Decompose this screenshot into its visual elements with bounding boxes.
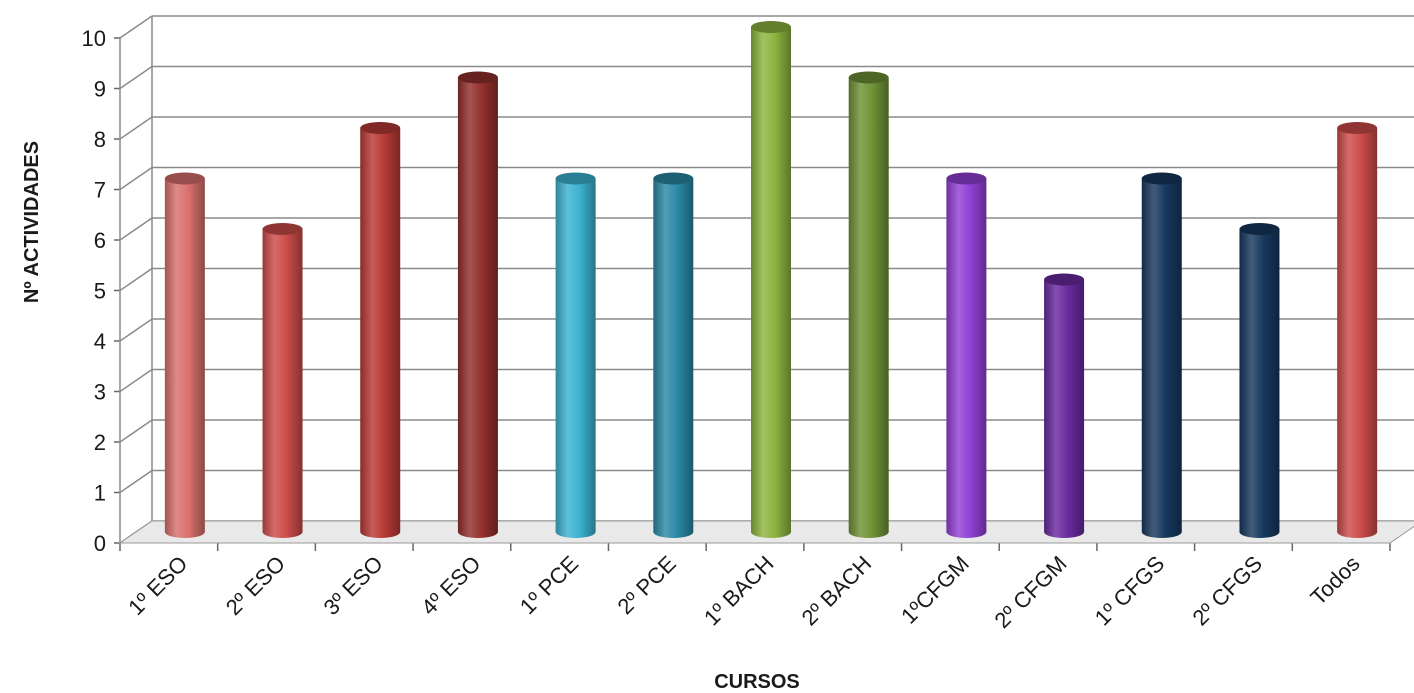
bar-12 — [1239, 223, 1280, 538]
gridline-wall — [119, 15, 153, 39]
bar-6 — [653, 172, 694, 538]
y-tick-label: 1 — [94, 481, 106, 506]
bar-body — [848, 77, 889, 538]
bar-body — [946, 178, 987, 538]
x-tick-label: 2º ESO — [221, 551, 290, 620]
gridline-wall — [119, 65, 153, 90]
bar-3 — [360, 122, 401, 538]
x-tick-label: 1º CFGS — [1090, 551, 1170, 631]
bar-top — [1337, 122, 1378, 134]
bar-body — [653, 178, 694, 538]
bar-top — [1141, 172, 1182, 185]
bar-body — [262, 229, 303, 538]
x-tick-label: Todos — [1305, 551, 1364, 610]
bar-top — [848, 71, 889, 84]
y-tick-label: 7 — [94, 178, 106, 203]
y-tick-label: 2 — [94, 430, 106, 455]
bar-body — [1141, 178, 1182, 538]
bar-top — [653, 172, 694, 185]
x-tick-label: 2º CFGS — [1187, 551, 1267, 631]
x-tick-label: 1º PCE — [515, 551, 583, 619]
bar-body — [457, 77, 498, 538]
x-axis-tick-labels: 1º ESO 2º ESO 3º ESO 4º ESO 1º PCE 2º PCE 1º B… — [123, 551, 1364, 633]
bar-body — [1044, 279, 1085, 538]
y-tick-label: 6 — [94, 228, 106, 253]
bar-13 — [1337, 122, 1378, 538]
x-axis-title: CURSOS — [714, 671, 800, 693]
gridline-wall — [119, 217, 153, 241]
y-tick-label: 4 — [94, 329, 106, 354]
gridline-wall — [119, 318, 153, 342]
bar-2 — [262, 223, 303, 538]
bar-body — [360, 128, 401, 538]
bar-top — [1044, 273, 1085, 286]
bar-5 — [555, 172, 596, 538]
gridline-wall — [119, 267, 153, 292]
bar-9 — [946, 172, 987, 538]
y-tick-label: 10 — [82, 26, 106, 51]
x-tick-label: 3º ESO — [319, 551, 388, 620]
x-tick-label: 1º ESO — [123, 551, 192, 620]
bar-body — [1337, 128, 1378, 538]
gridline-wall — [119, 116, 153, 140]
bar-top — [946, 172, 987, 185]
bar-top — [457, 71, 498, 84]
bar-1 — [164, 172, 205, 538]
gridline-wall — [119, 419, 153, 443]
x-tick-label: 4º ESO — [416, 551, 485, 620]
gridline-wall — [119, 368, 153, 393]
bar-top — [555, 172, 596, 185]
bar-top — [751, 21, 791, 33]
bar-8 — [848, 71, 889, 538]
bar-body — [555, 178, 596, 538]
bar-body — [164, 178, 205, 538]
bar-body — [1239, 229, 1280, 538]
x-tick-label: 2º CFGM — [989, 551, 1071, 633]
x-tick-label: 2º BACH — [797, 551, 877, 631]
gridline-wall — [119, 166, 153, 191]
y-axis-title: Nº ACTIVIDADES — [21, 141, 43, 303]
bar-top — [1239, 223, 1280, 235]
y-tick-label: 0 — [94, 531, 106, 556]
bar-7 — [751, 21, 791, 538]
gridline-wall — [119, 469, 153, 494]
x-tick-label: 2º PCE — [613, 551, 681, 619]
bar-top — [262, 223, 303, 235]
y-axis-tick-labels: 0 1 2 3 4 5 6 7 8 9 10 — [82, 26, 106, 556]
bars — [164, 21, 1378, 538]
y-tick-label: 8 — [94, 127, 106, 152]
bar-top — [360, 122, 401, 134]
bar-11 — [1141, 172, 1182, 538]
bar-top — [164, 172, 205, 185]
x-tick-label: 1º BACH — [699, 551, 779, 631]
bar-body — [751, 27, 791, 538]
bar-4 — [457, 71, 498, 538]
y-tick-label: 3 — [94, 380, 106, 405]
y-tick-label: 5 — [94, 279, 106, 304]
x-tick-label: 1ºCFGM — [896, 551, 974, 629]
bar-10 — [1044, 273, 1085, 538]
y-tick-label: 9 — [94, 77, 106, 102]
